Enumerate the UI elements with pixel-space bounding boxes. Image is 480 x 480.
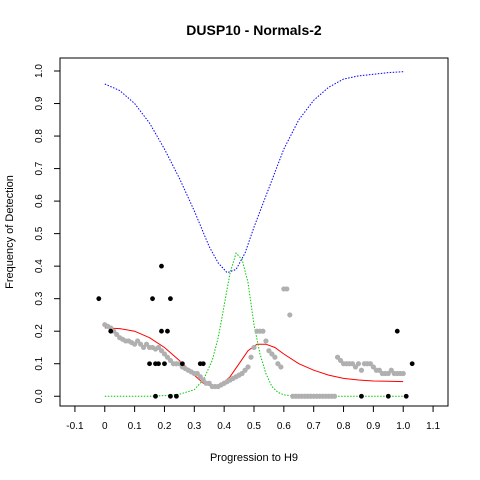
black-data-point	[409, 361, 415, 367]
gray-data-point	[251, 344, 257, 351]
y-tick-label: 1.0	[34, 64, 45, 78]
black-data-point	[96, 296, 102, 302]
y-axis-label: Frequency of Detection	[4, 175, 16, 289]
y-tick-label: 0.8	[34, 129, 45, 143]
gray-data-point	[245, 364, 251, 370]
black-data-point	[168, 393, 173, 399]
gray-data-point	[278, 364, 284, 370]
gray-data-point	[358, 367, 365, 373]
plot-frame	[59, 57, 449, 407]
black-data-point	[156, 361, 161, 367]
x-tick-label: 0.8	[337, 421, 351, 432]
y-tick-label: 0.4	[34, 259, 45, 273]
red-curve-line	[104, 327, 404, 388]
gray-data-point	[400, 370, 406, 377]
black-data-point	[150, 296, 155, 302]
x-axis-ticks: -0.1 0 0.1 0.2 0.3 0.4 0.5 0.6 0.7 0.8 0.9 1.0 1.1	[66, 406, 440, 432]
y-tick-label: 0.9	[34, 96, 45, 110]
gray-data-point	[355, 361, 362, 367]
x-tick-label: 0.6	[277, 421, 291, 432]
y-tick-label: 0.1	[34, 356, 45, 370]
black-data-point	[403, 393, 409, 399]
gray-data-point	[284, 286, 290, 292]
y-tick-label: 0.6	[34, 194, 45, 208]
gray-data-point	[248, 354, 254, 360]
y-tick-label: 0.7	[34, 161, 45, 175]
gray-data-point	[272, 354, 278, 360]
x-tick-label: -0.1	[66, 421, 84, 432]
black-data-point	[385, 393, 391, 399]
blue-curve-line	[104, 71, 404, 274]
x-axis-label: Progression to H9	[210, 452, 298, 464]
black-data-point	[174, 393, 179, 399]
x-tick-label: 0	[102, 421, 108, 432]
y-tick-label: 0.3	[34, 291, 45, 305]
gray-data-point	[287, 312, 293, 318]
gray-data-point	[260, 328, 266, 334]
x-tick-label: 1.1	[426, 421, 440, 432]
black-data-point	[165, 328, 170, 334]
green-curve-line	[104, 252, 404, 397]
gray-data-point	[331, 393, 338, 399]
black-data-point	[159, 328, 164, 334]
x-tick-label: 0.5	[247, 421, 261, 432]
y-tick-label: 0.5	[34, 226, 45, 240]
points-layer	[96, 263, 415, 399]
black-data-point	[153, 393, 158, 399]
black-data-point	[147, 361, 152, 367]
y-tick-label: 0.0	[34, 389, 45, 403]
black-data-point	[359, 393, 364, 399]
x-tick-label: 0.4	[217, 421, 231, 432]
chart-title: DUSP10 - Normals-2	[186, 22, 322, 38]
x-tick-label: 0.1	[128, 421, 142, 432]
x-tick-label: 0.3	[187, 421, 201, 432]
curves-layer	[104, 71, 404, 397]
black-data-point	[179, 361, 185, 367]
black-data-point	[394, 328, 400, 334]
gray-data-point	[263, 338, 269, 344]
black-data-point	[200, 361, 206, 367]
x-tick-label: 0.2	[158, 421, 172, 432]
black-data-point	[159, 263, 164, 269]
x-tick-label: 0.7	[307, 421, 321, 432]
x-tick-label: 0.9	[366, 421, 380, 432]
black-data-point	[162, 361, 167, 367]
y-tick-label: 0.2	[34, 324, 45, 338]
black-data-point	[168, 296, 173, 302]
x-tick-label: 1.0	[396, 421, 410, 432]
black-data-point	[108, 328, 114, 334]
y-axis-ticks: 0.0 0.1 0.2 0.3 0.4 0.5 0.6 0.7 0.8 0.9 1.0	[34, 64, 60, 403]
